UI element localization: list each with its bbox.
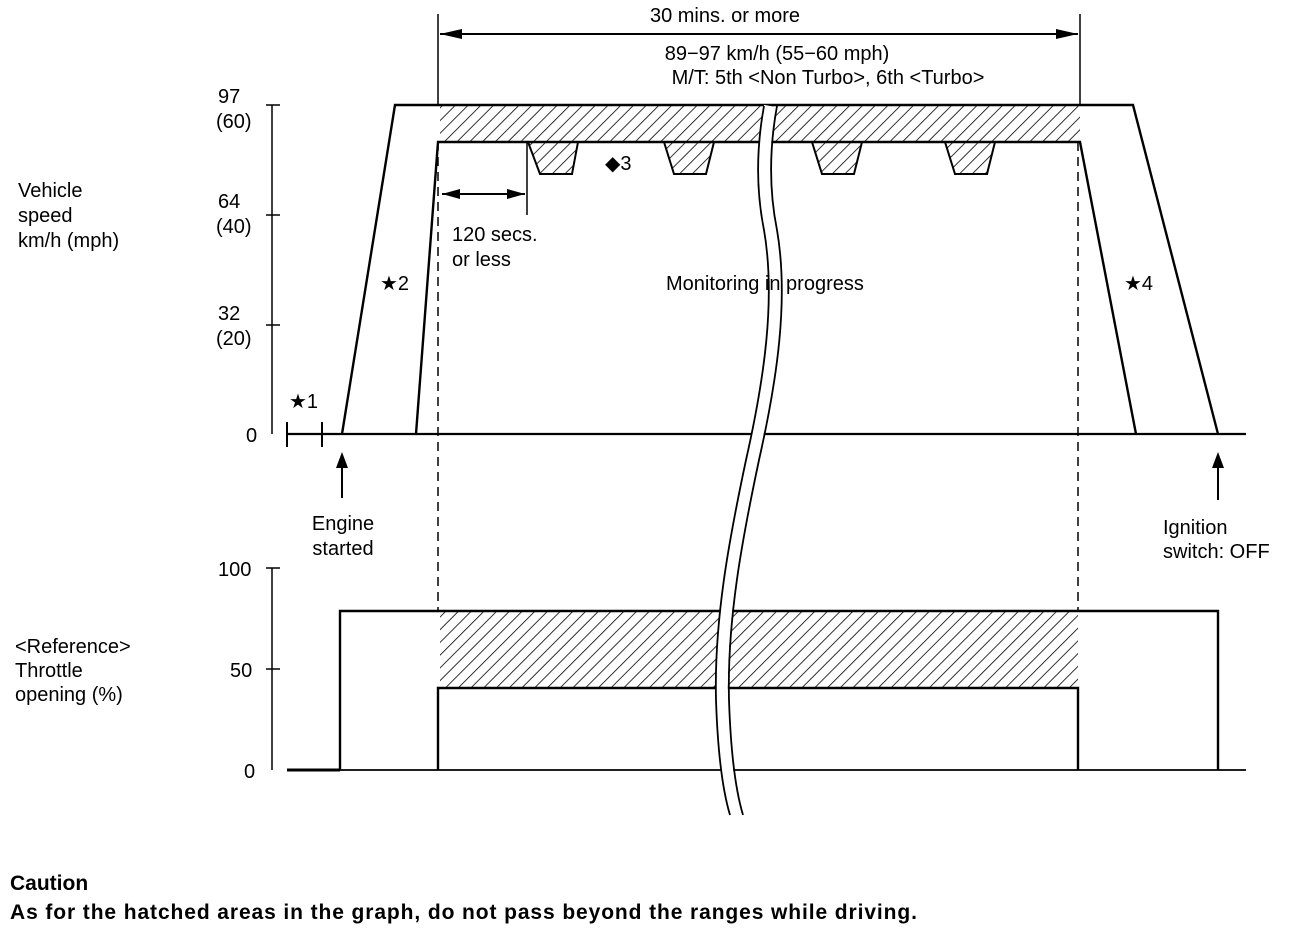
- interval-label-line1: 120 secs.: [452, 224, 538, 246]
- svg-text:Vehicle: Vehicle: [18, 180, 83, 202]
- throttle-hatched-band: [440, 611, 1078, 688]
- throttle-axis-label: <Reference> Throttle opening (%): [15, 636, 131, 706]
- svg-text:0: 0: [244, 761, 255, 783]
- engine-started-line2: started: [312, 538, 373, 560]
- speed-dip-hatches: [526, 141, 997, 175]
- speed-range-label: 89−97 km/h (55−60 mph): [665, 43, 890, 65]
- svg-text:speed: speed: [18, 205, 73, 227]
- svg-text:100: 100: [218, 559, 251, 581]
- svg-text:(20): (20): [216, 328, 252, 350]
- marker-3: ◆3: [605, 153, 632, 175]
- break-lines: [714, 104, 783, 817]
- svg-text:64: 64: [218, 191, 240, 213]
- svg-text:<Reference>: <Reference>: [15, 636, 131, 658]
- marker-1: ★1: [289, 391, 318, 413]
- duration-dimension: [437, 14, 1081, 105]
- ignition-off-arrow: [1212, 452, 1224, 500]
- engine-started-line1: Engine: [312, 513, 374, 535]
- svg-text:(60): (60): [216, 111, 252, 133]
- speed-y-axis: [266, 104, 280, 434]
- svg-text:km/h (mph): km/h (mph): [18, 230, 119, 252]
- monitoring-label: Monitoring in progress: [666, 273, 864, 295]
- engine-started-arrow: [336, 452, 348, 498]
- svg-text:Throttle: Throttle: [15, 660, 83, 682]
- throttle-tick-labels: 100 50 0: [218, 559, 255, 783]
- svg-text:0: 0: [246, 425, 257, 447]
- ignition-off-line2: switch: OFF: [1163, 541, 1270, 563]
- marker-4: ★4: [1124, 273, 1153, 295]
- svg-text:(40): (40): [216, 216, 252, 238]
- interval-label-line2: or less: [452, 249, 511, 271]
- ignition-off-line1: Ignition: [1163, 517, 1228, 539]
- throttle-profile: [338, 609, 1220, 770]
- speed-axis-label: Vehicle speed km/h (mph): [18, 180, 119, 252]
- throttle-y-axis: [266, 567, 280, 770]
- marker-2: ★2: [380, 273, 409, 295]
- interval-dimension: [442, 142, 528, 215]
- caution-text: As for the hatched areas in the graph, d…: [10, 901, 918, 924]
- idle-interval: [286, 422, 323, 447]
- svg-text:opening (%): opening (%): [15, 684, 123, 706]
- speed-tick-labels: 97 (60) 64 (40) 32 (20) 0: [216, 86, 257, 447]
- svg-text:97: 97: [218, 86, 240, 108]
- svg-text:32: 32: [218, 303, 240, 325]
- monitoring-label-bg: [664, 268, 910, 296]
- svg-text:50: 50: [230, 660, 252, 682]
- duration-label: 30 mins. or more: [650, 5, 800, 27]
- gear-note-label: M/T: 5th <Non Turbo>, 6th <Turbo>: [672, 67, 985, 89]
- dashed-guides: [437, 142, 1079, 610]
- caution-title: Caution: [10, 872, 89, 895]
